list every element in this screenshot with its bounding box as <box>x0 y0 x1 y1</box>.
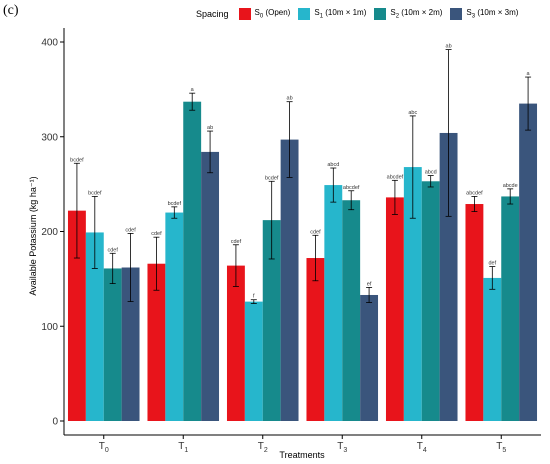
significance-label: abcdef <box>343 185 360 191</box>
significance-label: cdef <box>125 227 136 233</box>
significance-label: cdef <box>151 231 162 237</box>
legend-label-s3: S3 (10m × 3m) <box>466 8 519 20</box>
bar <box>262 220 281 421</box>
significance-label: abcde <box>503 183 518 189</box>
bars <box>67 101 538 422</box>
significance-label: abcd <box>327 162 339 168</box>
x-tick-label: T2 <box>258 441 268 454</box>
significance-label: def <box>488 261 496 267</box>
bar <box>183 101 202 421</box>
significance-label: bcdef <box>265 175 279 181</box>
significance-label: ab <box>446 44 452 50</box>
y-axis-title: Available Potassium (kg ha⁻¹) <box>28 176 38 295</box>
significance-label: bcdef <box>168 201 182 207</box>
bar <box>244 301 263 421</box>
bar <box>280 139 299 421</box>
bar <box>201 151 220 421</box>
bar <box>403 167 422 421</box>
legend-label-s2: S2 (10m × 2m) <box>390 8 443 20</box>
bar <box>439 132 458 421</box>
bar <box>226 265 245 421</box>
legend-item-s1: S1 (10m × 1m) <box>298 8 366 20</box>
significance-label: cdef <box>107 247 118 253</box>
legend-swatch-s1 <box>298 8 311 20</box>
bar <box>465 204 484 421</box>
x-tick-label: T3 <box>337 441 347 454</box>
legend-label-s0: S0 (Open) <box>254 8 291 20</box>
bar <box>421 181 440 421</box>
bar <box>103 268 122 421</box>
bar <box>67 210 86 421</box>
axes: 0 100 200 300 400 T0 T1 T2 T3 T4 T5 <box>41 28 541 454</box>
bar <box>165 212 184 421</box>
legend-item-s0: S0 (Open) <box>238 8 291 20</box>
legend-label-s1: S1 (10m × 1m) <box>314 8 367 20</box>
bar <box>85 232 104 421</box>
x-axis-title: Treatments <box>279 450 325 460</box>
significance-labels: bcdefbcdefcdefcdefcdefbcdefaabcdeffbcdef… <box>70 44 530 300</box>
x-tick-label: T5 <box>496 441 506 454</box>
significance-label: cdef <box>231 239 242 245</box>
bar <box>147 263 166 421</box>
legend-swatch-s3 <box>450 8 463 20</box>
bar <box>306 258 325 421</box>
x-tick-label: T4 <box>417 441 427 454</box>
y-tick-label: 100 <box>41 322 58 333</box>
error-bars <box>73 49 532 304</box>
x-tick-label: T1 <box>178 441 188 454</box>
y-tick-label: 0 <box>52 417 58 428</box>
bar <box>483 277 502 421</box>
bar <box>360 294 379 421</box>
y-tick-label: 300 <box>41 132 58 143</box>
y-tick-label: 200 <box>41 227 58 238</box>
legend-title: Spacing <box>196 9 229 19</box>
significance-label: ab <box>287 96 293 102</box>
bar <box>519 103 538 422</box>
legend-swatch-s0 <box>238 8 251 20</box>
significance-label: abcdef <box>466 190 483 196</box>
significance-label: bcdef <box>70 157 84 163</box>
y-tick-label: 400 <box>41 38 58 49</box>
legend: Spacing S0 (Open) S1 (10m × 1m) S2 (10m … <box>196 8 526 20</box>
x-tick-label: T0 <box>99 441 109 454</box>
significance-label: a <box>191 87 195 93</box>
legend-item-s2: S2 (10m × 2m) <box>374 8 442 20</box>
significance-label: cdef <box>310 229 321 235</box>
significance-label: abc <box>408 110 417 116</box>
bar <box>342 200 361 421</box>
significance-label: ab <box>207 125 213 131</box>
bar <box>121 267 140 421</box>
significance-label: abcdef <box>387 174 404 180</box>
panel-label: (c) <box>3 3 19 18</box>
bar <box>385 197 404 421</box>
legend-swatch-s2 <box>374 8 387 20</box>
bar <box>501 196 520 421</box>
legend-item-s3: S3 (10m × 3m) <box>450 8 518 20</box>
significance-label: abcd <box>425 170 437 176</box>
bar <box>324 185 343 421</box>
significance-label: bcdef <box>88 190 102 196</box>
significance-label: a <box>527 71 531 77</box>
significance-label: ef <box>367 281 372 287</box>
significance-label: f <box>253 294 255 300</box>
